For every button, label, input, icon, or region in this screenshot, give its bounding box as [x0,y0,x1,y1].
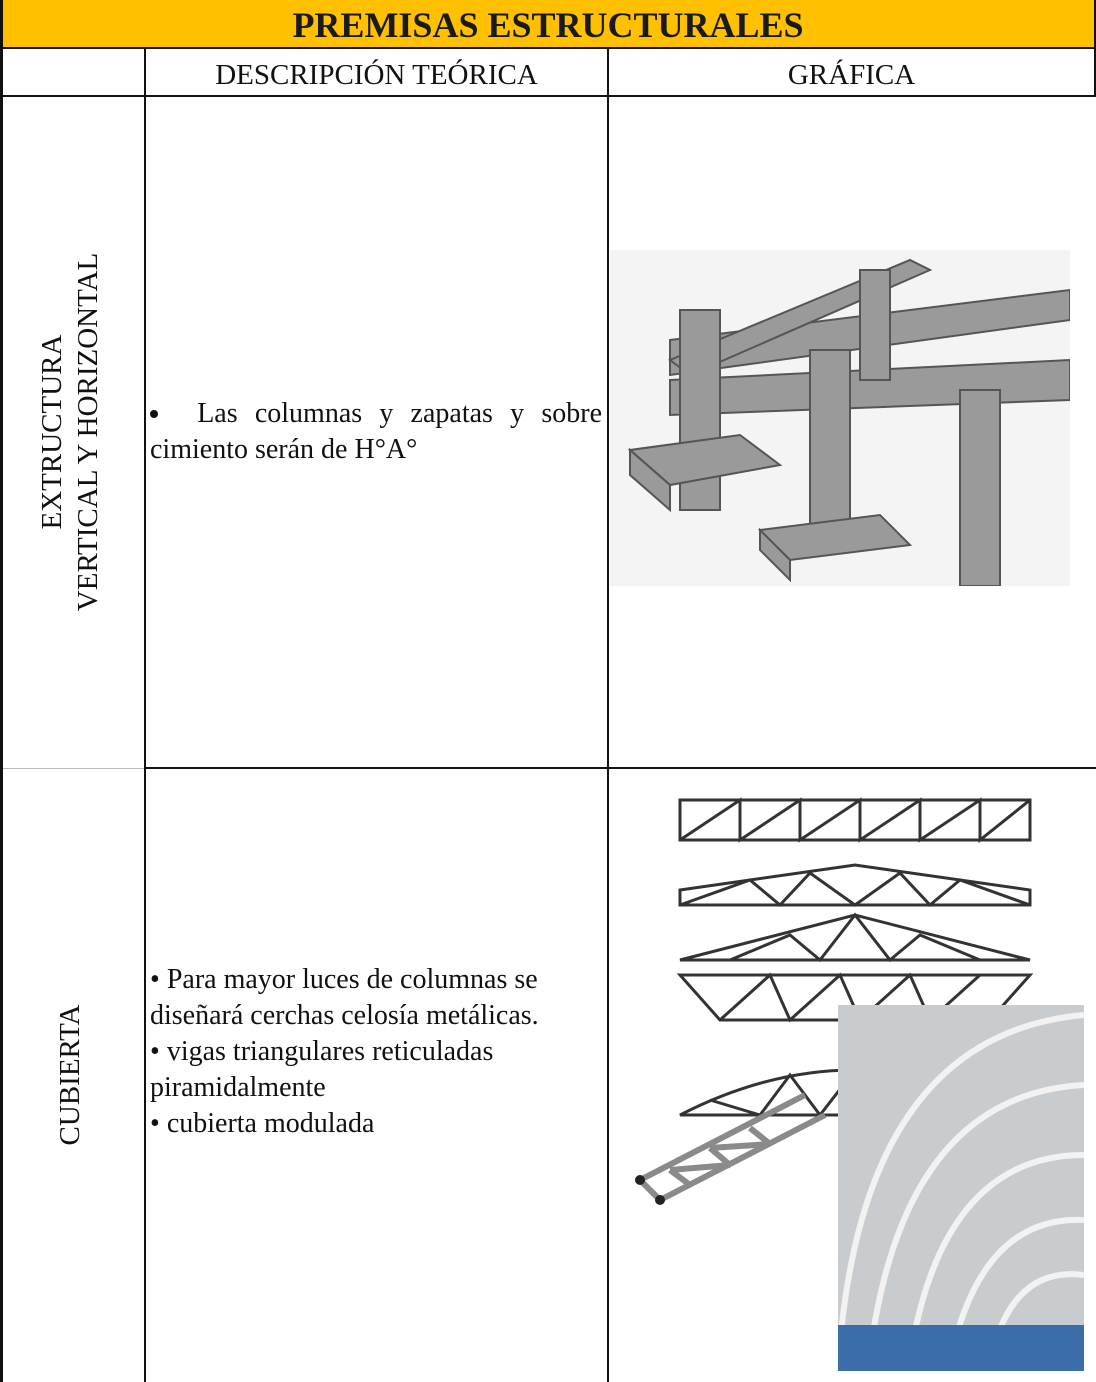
border [144,48,146,1382]
row-label-line: EXTRUCTURA [36,334,68,530]
description: Para mayor luces de columnas se diseñará… [150,962,606,1142]
text: Las columnas y zapatas y sobre cimiento … [150,398,602,465]
row-label: CUBIERTA [52,875,88,1275]
border [0,95,1096,97]
description: Las columnas y zapatas y sobre cimiento … [150,396,602,468]
bullet-item: Para mayor luces de columnas se diseñará… [150,962,606,1034]
arena-image [838,1005,1084,1371]
border [607,48,609,1382]
column-header: GRÁFICA [787,59,916,91]
text: vigas triangulares reticuladas piramidal… [150,1036,494,1103]
row-label: EXTRUCTURA VERTICAL Y HORIZONTAL [34,182,106,682]
border [1094,0,1096,96]
border [0,0,3,1382]
title: PREMISAS ESTRUCTURALES [0,0,1096,48]
border [145,767,1096,769]
border [0,768,145,769]
border [0,47,1096,49]
text: cubierta modulada [166,1108,375,1139]
bullet-item: cubierta modulada [150,1106,606,1142]
row-label-line: CUBIERTA [54,1004,86,1146]
text: Para mayor luces de columnas se diseñará… [150,964,539,1031]
bullet-item: vigas triangulares reticuladas piramidal… [150,1034,606,1106]
bullet-item: Las columnas y zapatas y sobre cimiento … [150,396,602,468]
triangular-truss-image [635,1092,827,1205]
structure-image [610,250,1070,586]
column-header: DESCRIPCIÓN TEÓRICA [215,59,538,91]
row-label-line: VERTICAL Y HORIZONTAL [72,252,104,612]
